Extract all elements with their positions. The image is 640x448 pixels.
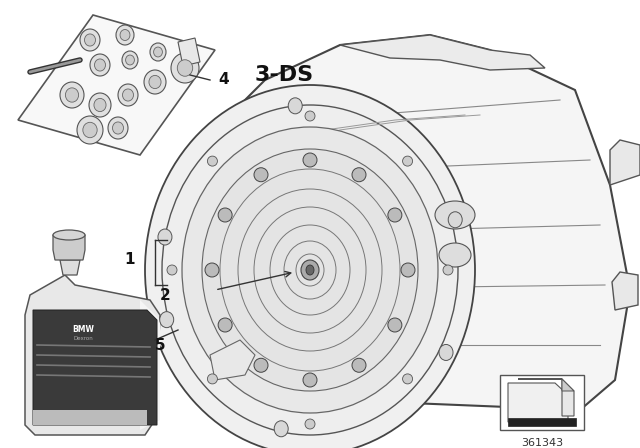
Ellipse shape [301, 260, 319, 280]
Ellipse shape [120, 30, 130, 40]
Ellipse shape [207, 156, 218, 166]
Text: 1: 1 [125, 253, 135, 267]
Ellipse shape [254, 168, 268, 182]
Ellipse shape [149, 75, 161, 89]
Ellipse shape [118, 84, 138, 106]
Ellipse shape [288, 98, 302, 114]
Ellipse shape [95, 59, 106, 71]
Polygon shape [53, 235, 85, 260]
Ellipse shape [150, 43, 166, 61]
Ellipse shape [122, 51, 138, 69]
Ellipse shape [218, 208, 232, 222]
Ellipse shape [352, 358, 366, 372]
Polygon shape [60, 260, 80, 275]
Ellipse shape [403, 156, 413, 166]
Ellipse shape [77, 116, 103, 144]
Polygon shape [340, 35, 545, 70]
Ellipse shape [113, 122, 124, 134]
Ellipse shape [84, 34, 95, 46]
Ellipse shape [80, 29, 100, 51]
Bar [500, 375, 584, 430]
Ellipse shape [94, 99, 106, 112]
Ellipse shape [439, 345, 453, 361]
Ellipse shape [154, 47, 163, 57]
Ellipse shape [60, 82, 84, 108]
Text: 4: 4 [218, 72, 228, 86]
Ellipse shape [218, 318, 232, 332]
Ellipse shape [403, 374, 413, 384]
Polygon shape [612, 272, 638, 310]
Ellipse shape [388, 208, 402, 222]
Ellipse shape [145, 85, 475, 448]
Polygon shape [178, 38, 200, 66]
Ellipse shape [160, 312, 173, 327]
Ellipse shape [162, 105, 458, 435]
Polygon shape [518, 379, 574, 416]
Text: 361343: 361343 [521, 438, 563, 448]
Polygon shape [508, 383, 568, 422]
Ellipse shape [89, 93, 111, 117]
Text: 2: 2 [159, 288, 170, 302]
Polygon shape [562, 379, 574, 391]
Ellipse shape [144, 70, 166, 94]
Ellipse shape [53, 230, 85, 240]
Ellipse shape [254, 358, 268, 372]
Ellipse shape [388, 318, 402, 332]
Ellipse shape [122, 89, 134, 101]
Ellipse shape [83, 122, 97, 138]
Polygon shape [33, 310, 157, 425]
Ellipse shape [158, 229, 172, 245]
Ellipse shape [305, 419, 315, 429]
Ellipse shape [303, 373, 317, 387]
Ellipse shape [306, 265, 314, 275]
Polygon shape [185, 35, 630, 410]
Ellipse shape [274, 421, 288, 437]
Ellipse shape [108, 117, 128, 139]
Ellipse shape [167, 265, 177, 275]
Ellipse shape [205, 263, 219, 277]
Ellipse shape [443, 265, 453, 275]
Ellipse shape [177, 60, 193, 76]
Ellipse shape [401, 263, 415, 277]
Text: 5: 5 [155, 337, 165, 353]
Ellipse shape [65, 88, 79, 102]
Polygon shape [33, 410, 147, 425]
Ellipse shape [352, 168, 366, 182]
Text: Dexron: Dexron [74, 336, 93, 341]
Ellipse shape [171, 53, 199, 83]
Ellipse shape [202, 149, 418, 391]
Text: BMW: BMW [72, 326, 95, 335]
Ellipse shape [207, 374, 218, 384]
Ellipse shape [90, 54, 110, 76]
Ellipse shape [435, 201, 475, 229]
Ellipse shape [439, 243, 471, 267]
Ellipse shape [125, 55, 134, 65]
Polygon shape [18, 15, 215, 155]
Ellipse shape [116, 25, 134, 45]
Polygon shape [25, 275, 160, 435]
Polygon shape [210, 340, 255, 380]
Bar [508, 418, 576, 426]
Ellipse shape [305, 111, 315, 121]
Polygon shape [140, 300, 160, 430]
Text: 3-DS: 3-DS [255, 65, 314, 85]
Ellipse shape [182, 127, 438, 413]
Polygon shape [610, 140, 640, 185]
Ellipse shape [303, 153, 317, 167]
Ellipse shape [448, 212, 462, 228]
